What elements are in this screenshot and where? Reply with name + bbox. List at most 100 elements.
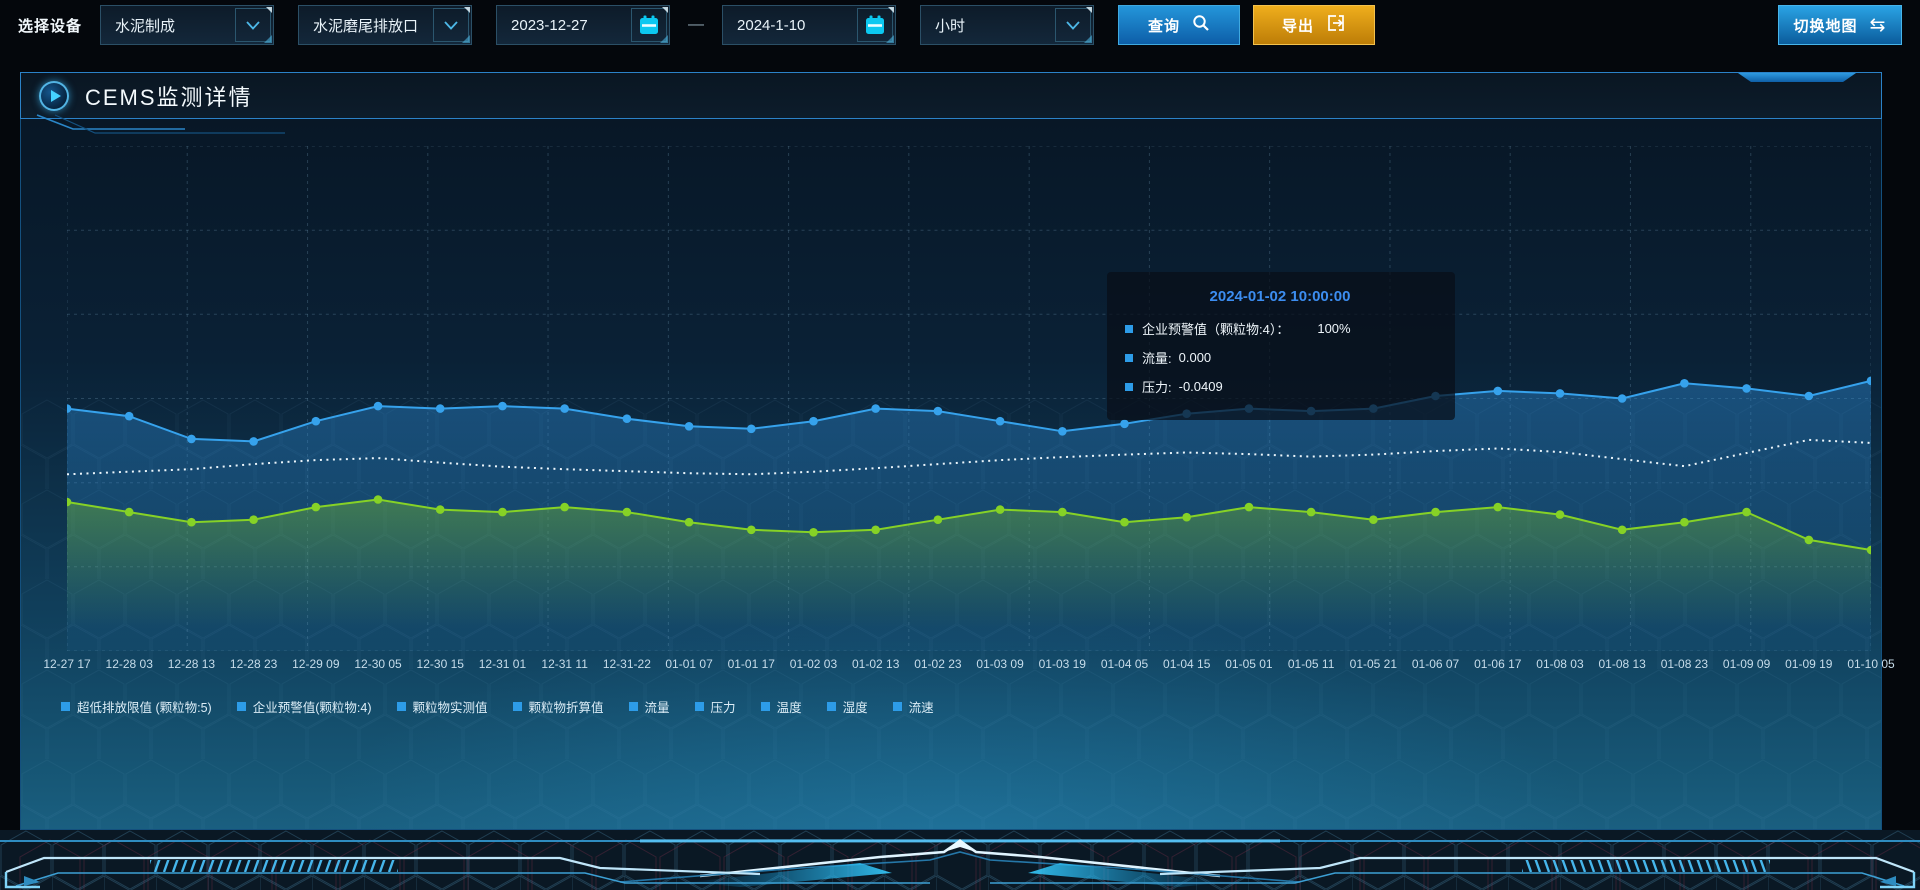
x-axis-label: 01-02 23 [914,657,962,671]
x-axis-label: 01-08 23 [1660,657,1709,671]
legend-item[interactable]: 颗粒物实测值 [396,697,488,716]
tooltip-row: 流量: 0.000 [1125,348,1435,367]
x-axis-label: 01-01 07 [665,657,713,671]
chart-region: 12-27 17 12-28 03 12-28 13 12-28 23 12-29 09… [21,120,1895,829]
tooltip-row-label: 流量: [1142,351,1172,366]
x-axis-label: 01-03 09 [976,657,1024,671]
tooltip-row-label: 压力: [1142,380,1172,395]
series-marker-icon [1125,382,1133,391]
x-axis: 12-27 17 12-28 03 12-28 13 12-28 23 12-29 09… [43,657,1894,673]
x-axis-label: 01-10 05 [1847,657,1895,671]
x-axis-label: 12-28 13 [167,657,216,671]
x-axis-label: 01-06 07 [1411,657,1460,671]
device-select-label: 选择设备 [18,17,83,35]
panel-title: CEMS监测详情 [85,84,253,110]
footer-decoration [0,830,1920,890]
legend-item[interactable]: 超低排放限值 (颗粒物:5) [61,697,212,716]
legend-item[interactable]: 湿度 [826,697,868,716]
outlet-select[interactable]: 水泥磨尾排放口 [298,5,473,45]
x-axis-label: 01-05 01 [1225,657,1273,671]
legend-marker-icon [512,702,522,711]
swap-arrows-icon: ⇆ [1869,14,1887,36]
calendar-icon[interactable] [631,8,668,42]
switch-map-label: 切换地图 [1793,17,1858,35]
legend-item[interactable]: 颗粒物折算值 [512,697,604,716]
series-marker-icon [1125,324,1133,333]
x-axis-label: 12-30 05 [354,657,402,671]
start-date-input[interactable]: 2023-12-27 [496,5,671,45]
end-date-input[interactable]: 2024-1-10 [722,5,897,45]
tooltip-timestamp: 2024-01-02 10:00:00 [1209,288,1351,305]
device-select[interactable]: 水泥制成 [100,5,275,45]
series-marker-icon [1125,353,1133,362]
cems-panel: CEMS监测详情 12-27 17 12-28 03 12-28 [20,72,1895,830]
legend-item[interactable]: 压力 [694,697,736,716]
play-icon[interactable] [39,80,69,111]
x-axis-label: 01-08 13 [1598,657,1646,671]
chevron-down-icon[interactable] [433,8,470,42]
calendar-icon[interactable] [857,8,894,42]
x-axis-label: 01-08 03 [1536,657,1584,671]
legend-item-label: 流量 [644,701,670,715]
start-date-value: 2023-12-27 [511,16,588,34]
legend-item[interactable]: 流速 [892,697,934,716]
panel-header: CEMS监测详情 [20,72,1882,119]
x-axis-label: 01-02 03 [789,657,838,671]
legend-marker-icon [760,702,770,711]
export-button-label: 导出 [1282,17,1315,35]
line-chart[interactable] [67,146,1871,651]
interval-select[interactable]: 小时 [920,5,1095,45]
x-axis-label: 01-03 19 [1038,657,1086,671]
legend-marker-icon [826,702,836,711]
chart-legend: 超低排放限值 (颗粒物:5) 企业预警值(颗粒物:4) 颗粒物实测值 颗粒物折算值 流量… [61,697,934,716]
export-button[interactable]: 导出 [1253,5,1376,45]
x-axis-label: 01-09 09 [1722,657,1771,671]
legend-item-label: 企业预警值(颗粒物:4) [252,701,372,715]
x-axis-label: 12-28 03 [105,657,153,671]
legend-marker-icon [628,702,638,711]
tooltip-row: 企业预警值（颗粒物:4）： 100% [1125,319,1435,338]
legend-item-label: 超低排放限值 (颗粒物:5) [77,701,212,715]
x-axis-label: 01-05 21 [1349,657,1398,671]
x-axis-label: 01-06 17 [1474,657,1522,671]
tooltip-row-value: 100% [1317,321,1351,336]
x-axis-label: 01-04 05 [1100,657,1149,671]
tooltip-row-value: -0.0409 [1178,379,1223,394]
x-axis-label: 12-28 23 [229,657,278,671]
header-notch-decoration [1738,73,1856,82]
legend-marker-icon [61,702,70,711]
x-axis-label: 01-01 17 [727,657,775,671]
chevron-down-icon[interactable] [1055,8,1092,42]
x-axis-label: 12-30 15 [416,657,464,671]
tooltip-row-value: 0.000 [1178,350,1212,365]
x-axis-label: 12-31-22 [602,657,651,671]
x-axis-label: 12-31 01 [478,657,527,671]
x-axis-label: 12-29 09 [292,657,340,671]
legend-item[interactable]: 流量 [628,697,670,716]
legend-marker-icon [396,702,406,711]
legend-item-label: 压力 [710,701,736,715]
x-axis-label: 01-04 15 [1163,657,1211,671]
x-axis-label: 12-27 17 [43,657,91,671]
switch-map-button[interactable]: 切换地图 ⇆ [1778,5,1902,45]
interval-select-value: 小时 [935,17,966,35]
legend-item[interactable]: 企业预警值(颗粒物:4) [236,697,372,716]
tooltip-row: 压力: -0.0409 [1125,377,1435,396]
query-button[interactable]: 查询 [1118,5,1241,45]
device-select-value: 水泥制成 [115,17,176,35]
chevron-down-icon[interactable] [235,8,272,42]
tooltip-row-label: 企业预警值（颗粒物:4）： [1142,322,1290,337]
top-toolbar: 选择设备 水泥制成 水泥磨尾排放口 2023-12-27 — 2024-1-10 [18,5,1902,45]
x-axis-label: 01-02 13 [852,657,900,671]
legend-item-label: 流速 [908,701,934,715]
legend-item[interactable]: 温度 [760,697,802,716]
x-axis-label: 12-31 11 [541,657,588,671]
x-axis-label: 01-09 19 [1785,657,1833,671]
query-button-label: 查询 [1148,17,1181,35]
legend-item-label: 颗粒物实测值 [412,701,488,715]
legend-item-label: 湿度 [842,701,868,715]
outlet-select-value: 水泥磨尾排放口 [313,17,419,35]
end-date-value: 2024-1-10 [737,16,806,34]
legend-item-label: 温度 [776,701,802,715]
legend-item-label: 颗粒物折算值 [528,701,604,715]
